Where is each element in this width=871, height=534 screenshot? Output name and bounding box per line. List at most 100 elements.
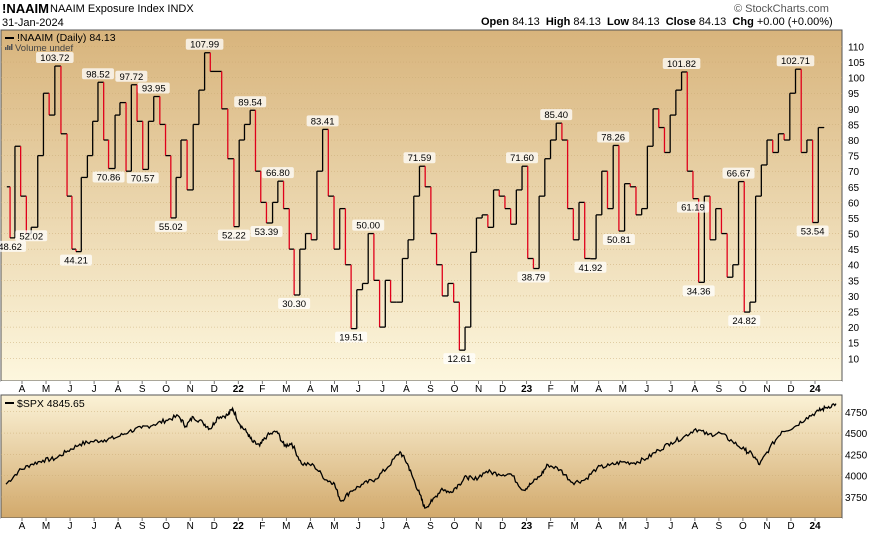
value-label: 107.99 <box>190 40 219 51</box>
naaim-x-label: M <box>619 384 627 395</box>
naaim-x-label: M <box>42 384 50 395</box>
value-label: 41.92 <box>579 263 603 274</box>
watermark: © StockCharts.com <box>734 3 829 15</box>
value-label-bg <box>776 55 815 67</box>
value-label-bg <box>115 70 148 82</box>
legend-spx: $SPX 4845.65 <box>17 398 85 410</box>
naaim-y-tick: 75 <box>848 152 860 163</box>
spx-x-label: J <box>68 521 73 532</box>
spx-x-label: D <box>499 521 506 532</box>
value-label: 78.26 <box>601 132 625 143</box>
naaim-x-label: M <box>571 384 579 395</box>
value-label: 71.60 <box>510 153 534 164</box>
naaim-x-label: A <box>595 384 602 395</box>
naaim-x-label: 24 <box>809 384 821 395</box>
naaim-y-tick: 40 <box>848 261 860 272</box>
value-label-bg <box>15 230 48 242</box>
naaim-x-label: A <box>692 384 699 395</box>
naaim-x-label: O <box>739 384 747 395</box>
value-label: 97.72 <box>119 72 143 83</box>
spx-x-label: J <box>644 521 649 532</box>
value-label-bg <box>0 240 27 252</box>
high-label: High <box>545 16 571 28</box>
volume-icon-bar <box>5 47 7 50</box>
value-label: 30.30 <box>282 299 306 310</box>
value-label-bg <box>676 201 709 213</box>
open-value: 84.13 <box>512 16 540 28</box>
value-label: 53.39 <box>255 227 279 238</box>
value-label-bg <box>352 219 385 231</box>
legend-naaim: !NAAIM (Daily) 84.13 <box>17 32 116 44</box>
volume-icon-bar <box>9 46 11 50</box>
spx-x-label: S <box>139 521 146 532</box>
naaim-y-tick: 70 <box>848 167 860 178</box>
spx-x-label: A <box>595 521 602 532</box>
value-label: 85.40 <box>544 110 568 121</box>
exchange-label: INDX <box>167 3 194 15</box>
chg-value: +0.00 (+0.00%) <box>756 16 833 28</box>
spx-x-label: F <box>548 521 554 532</box>
value-label-bg <box>250 225 283 237</box>
spx-y-tick: 4000 <box>845 472 868 483</box>
naaim-y-tick: 65 <box>848 183 860 194</box>
naaim-y-tick: 55 <box>848 214 860 225</box>
spx-x-label: A <box>403 521 410 532</box>
spx-x-label: O <box>451 521 459 532</box>
index-name: NAAIM Exposure Index <box>50 3 165 15</box>
naaim-y-tick: 50 <box>848 230 860 241</box>
spx-x-label: 22 <box>233 521 245 532</box>
value-label: 48.62 <box>0 242 22 253</box>
value-label-bg <box>662 57 701 69</box>
value-label-bg <box>403 152 436 164</box>
spx-x-label: D <box>211 521 218 532</box>
naaim-y-tick: 45 <box>848 245 860 256</box>
naaim-x-label: A <box>403 384 410 395</box>
spx-x-label: M <box>619 521 627 532</box>
value-label: 50.00 <box>356 221 380 232</box>
spx-x-label: M <box>42 521 50 532</box>
value-label-bg <box>154 220 187 232</box>
value-label-bg <box>602 234 635 246</box>
spx-x-label: M <box>330 521 338 532</box>
value-label-bg <box>506 152 539 164</box>
spx-x-label: J <box>380 521 385 532</box>
naaim-x-label: J <box>68 384 73 395</box>
value-label-bg <box>540 109 573 121</box>
naaim-y-tick: 30 <box>848 292 860 303</box>
volume-icon-bar <box>7 45 9 50</box>
value-label-bg <box>59 254 92 266</box>
naaim-x-label: S <box>427 384 434 395</box>
symbol-name: NAAIM Exposure Index INDX <box>50 3 194 15</box>
naaim-x-label: D <box>787 384 794 395</box>
value-label-bg <box>217 229 250 241</box>
value-label-bg <box>81 68 114 80</box>
value-label: 44.21 <box>64 256 88 267</box>
value-label-bg <box>137 82 170 94</box>
value-label: 66.67 <box>727 169 751 180</box>
spx-x-label: M <box>571 521 579 532</box>
naaim-y-tick: 25 <box>848 308 860 319</box>
naaim-x-label: N <box>763 384 770 395</box>
spx-y-tick: 4250 <box>845 450 868 461</box>
spx-x-label: N <box>475 521 482 532</box>
high-value: 84.13 <box>573 16 601 28</box>
naaim-y-tick: 60 <box>848 198 860 209</box>
naaim-x-label: M <box>282 384 290 395</box>
value-label-bg <box>335 331 368 343</box>
naaim-x-axis: A M J J A S O N D 22 F M A M J J A S O N D 23 F M A M J J A S O N D 24 <box>1 381 842 395</box>
value-label-bg <box>574 261 607 273</box>
naaim-x-label: O <box>451 384 459 395</box>
naaim-y-tick: 85 <box>848 120 860 131</box>
value-label: 53.54 <box>801 227 825 238</box>
spx-x-axis: A M J J A S O N D 22 F M A M J J A S O N D 23 F M A M J J A S O N D 24 <box>1 518 842 532</box>
spx-x-label: S <box>716 521 723 532</box>
naaim-y-tick: 110 <box>848 42 864 53</box>
spx-x-label: 24 <box>809 521 821 532</box>
value-label: 70.86 <box>97 173 121 184</box>
spx-x-label: F <box>259 521 265 532</box>
value-label-bg <box>517 271 550 283</box>
value-label-bg <box>796 225 829 237</box>
value-label: 12.61 <box>447 354 471 365</box>
naaim-panel: 10 15 20 25 30 35 40 45 50 55 60 65 70 75 80 85 90 95 100 1… <box>0 29 865 382</box>
